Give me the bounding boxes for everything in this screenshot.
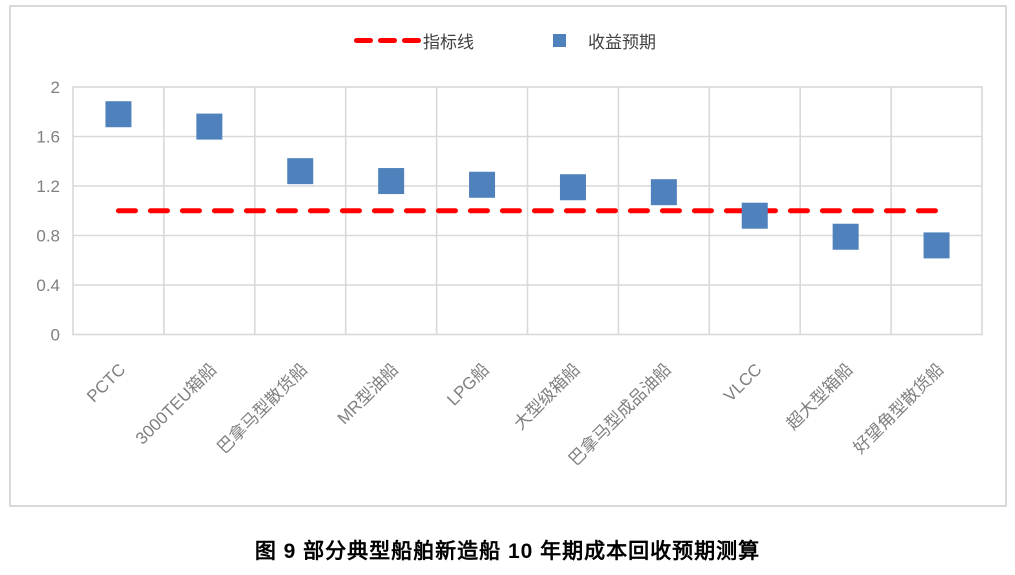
y-tick-label: 0.4: [36, 276, 60, 295]
data-point-marker: [378, 168, 405, 195]
y-tick-label: 1.2: [36, 177, 60, 196]
legend-item-revenue-expectation: 收益预期: [553, 28, 656, 53]
data-point-marker: [832, 223, 859, 250]
x-axis-label: 好望角型散货船: [850, 360, 948, 458]
y-tick-label: 2: [51, 78, 60, 97]
x-axis-label: MR型油船: [334, 360, 402, 428]
x-axis-label: VLCC: [720, 360, 766, 406]
chart-legend: 指标线 收益预期: [354, 28, 656, 53]
data-point-marker: [469, 171, 496, 198]
data-point-marker: [287, 158, 314, 185]
data-point-marker: [741, 202, 768, 229]
y-tick-label: 1.6: [36, 128, 60, 147]
data-point-marker: [559, 174, 586, 201]
square-marker-swatch: [553, 34, 566, 47]
y-tick-label: 0: [51, 326, 60, 345]
legend-label-revenue-expectation: 收益预期: [588, 33, 656, 52]
x-axis-label: 巴拿马型散货船: [213, 359, 311, 457]
x-axis-label: 3000TEU箱船: [132, 360, 220, 448]
legend-label-indicator-line: 指标线: [423, 33, 474, 52]
data-point-marker: [923, 232, 950, 259]
data-point-marker: [105, 101, 132, 128]
x-axis-label: LPG船: [443, 360, 493, 410]
data-point-marker: [650, 179, 677, 206]
dashed-line-swatch: [354, 38, 421, 43]
y-tick-label: 0.8: [36, 227, 60, 246]
chart-outer-border: [9, 5, 1007, 507]
x-axis-label: PCTC: [83, 360, 129, 406]
x-axis-label: 超大型箱船: [783, 360, 857, 434]
figure-caption: 图 9 部分典型船舶新造船 10 年期成本回收预期测算: [254, 540, 761, 563]
data-point-marker: [196, 113, 223, 140]
x-axis-label: 大型级箱船: [510, 360, 584, 434]
legend-item-indicator-line: 指标线: [354, 28, 474, 53]
